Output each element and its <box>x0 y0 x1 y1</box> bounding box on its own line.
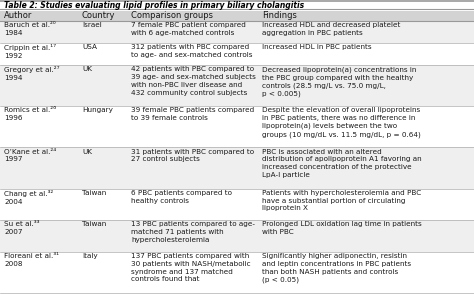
Bar <box>0 189 474 220</box>
Text: Significantly higher adiponectin, resistin
and leptin concentrations in PBC pati: Significantly higher adiponectin, resist… <box>262 253 411 283</box>
Text: O’Kane et al.²⁴
1997: O’Kane et al.²⁴ 1997 <box>4 149 56 162</box>
Text: Floreani et al.³¹
2008: Floreani et al.³¹ 2008 <box>4 253 59 267</box>
Text: Findings: Findings <box>262 11 297 20</box>
Text: Italy: Italy <box>82 253 98 259</box>
Text: USA: USA <box>82 44 97 50</box>
Text: Crippin et al.¹⁷
1992: Crippin et al.¹⁷ 1992 <box>4 44 56 59</box>
Text: Despite the elevation of overall lipoproteins
in PBC patients, there was no diff: Despite the elevation of overall lipopro… <box>262 108 421 138</box>
Text: Decreased lipoprotein(a) concentrations in
the PBC group compared with the healt: Decreased lipoprotein(a) concentrations … <box>262 66 416 97</box>
Bar <box>0 220 474 252</box>
Text: Taiwan: Taiwan <box>82 190 106 196</box>
Text: Prolonged LDL oxidation lag time in patients
with PBC: Prolonged LDL oxidation lag time in pati… <box>262 221 422 235</box>
Text: Su et al.³³
2007: Su et al.³³ 2007 <box>4 221 39 235</box>
Text: Hungary: Hungary <box>82 108 113 113</box>
Text: Increased HDL in PBC patients: Increased HDL in PBC patients <box>262 44 372 50</box>
Text: Baruch et al.²⁰
1984: Baruch et al.²⁰ 1984 <box>4 22 55 36</box>
Text: 42 patients with PBC compared to
39 age- and sex-matched subjects
with non-PBC l: 42 patients with PBC compared to 39 age-… <box>131 66 256 96</box>
Bar <box>0 11 474 21</box>
Text: UK: UK <box>82 149 92 155</box>
Text: UK: UK <box>82 66 92 72</box>
Text: 13 PBC patients compared to age-
matched 71 patients with
hypercholesterolemia: 13 PBC patients compared to age- matched… <box>131 221 255 243</box>
Text: 6 PBC patients compared to
healthy controls: 6 PBC patients compared to healthy contr… <box>131 190 232 204</box>
Bar <box>0 65 474 106</box>
Text: Country: Country <box>82 11 116 20</box>
Text: Taiwan: Taiwan <box>82 221 106 228</box>
Text: Table 2: Studies evaluating lipid profiles in primary biliary cholangitis: Table 2: Studies evaluating lipid profil… <box>4 1 304 9</box>
Bar <box>0 147 474 189</box>
Text: 31 patients with PBC compared to
27 control subjects: 31 patients with PBC compared to 27 cont… <box>131 149 254 162</box>
Text: Gregory et al.²⁷
1994: Gregory et al.²⁷ 1994 <box>4 66 60 81</box>
Text: 7 female PBC patient compared
with 6 age-matched controls: 7 female PBC patient compared with 6 age… <box>131 22 246 36</box>
Bar <box>0 21 474 43</box>
Text: Israel: Israel <box>82 22 102 28</box>
Text: Romics et al.²⁶
1996: Romics et al.²⁶ 1996 <box>4 108 56 121</box>
Text: 312 patients with PBC compared
to age- and sex-matched controls: 312 patients with PBC compared to age- a… <box>131 44 253 58</box>
Text: 39 female PBC patients compared
to 39 female controls: 39 female PBC patients compared to 39 fe… <box>131 108 254 121</box>
Text: Increased HDL and decreased platelet
aggregation in PBC patients: Increased HDL and decreased platelet agg… <box>262 22 401 36</box>
Bar <box>0 252 474 293</box>
Bar <box>0 43 474 65</box>
Text: Chang et al.³²
2004: Chang et al.³² 2004 <box>4 190 53 205</box>
Text: Patients with hypercholesterolemia and PBC
have a substantial portion of circula: Patients with hypercholesterolemia and P… <box>262 190 421 211</box>
Text: Author: Author <box>4 11 32 20</box>
Bar <box>0 106 474 147</box>
Text: 137 PBC patients compared with
30 patients with NASH/metabolic
syndrome and 137 : 137 PBC patients compared with 30 patien… <box>131 253 251 282</box>
Text: PBC is associated with an altered
distribution of apolipoprotein A1 favoring an
: PBC is associated with an altered distri… <box>262 149 422 178</box>
Text: Comparison groups: Comparison groups <box>131 11 213 20</box>
